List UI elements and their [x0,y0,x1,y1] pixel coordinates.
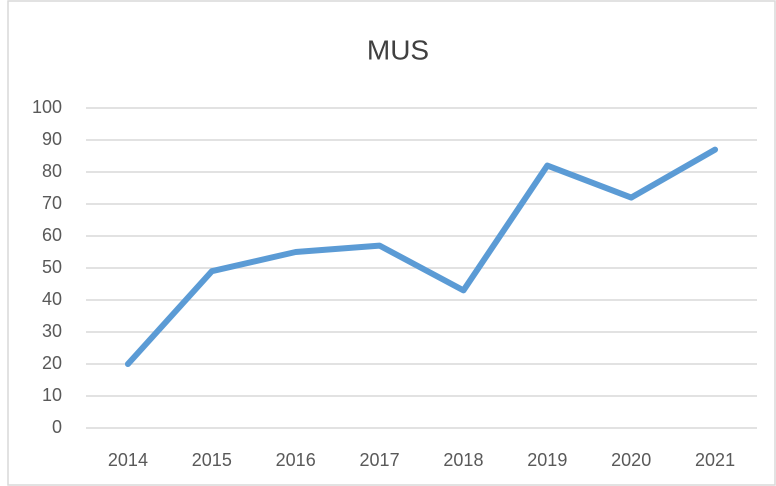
y-tick-label: 100 [32,97,62,117]
chart-title: MUS [367,34,429,65]
x-tick-label: 2021 [695,450,735,470]
x-tick-label: 2017 [360,450,400,470]
y-tick-label: 50 [42,257,62,277]
y-tick-label: 40 [42,289,62,309]
x-tick-label: 2018 [443,450,483,470]
y-tick-label: 60 [42,225,62,245]
y-tick-label: 0 [52,417,62,437]
y-tick-label: 10 [42,385,62,405]
x-tick-label: 2019 [527,450,567,470]
x-tick-label: 2015 [192,450,232,470]
x-tick-label: 2014 [108,450,148,470]
y-tick-label: 70 [42,193,62,213]
data-line [124,146,719,367]
y-tick-label: 90 [42,129,62,149]
x-tick-label: 2020 [611,450,651,470]
chart-frame [7,0,776,486]
y-tick-label: 30 [42,321,62,341]
y-tick-label: 20 [42,353,62,373]
x-tick-label: 2016 [276,450,316,470]
y-tick-label: 80 [42,161,62,181]
